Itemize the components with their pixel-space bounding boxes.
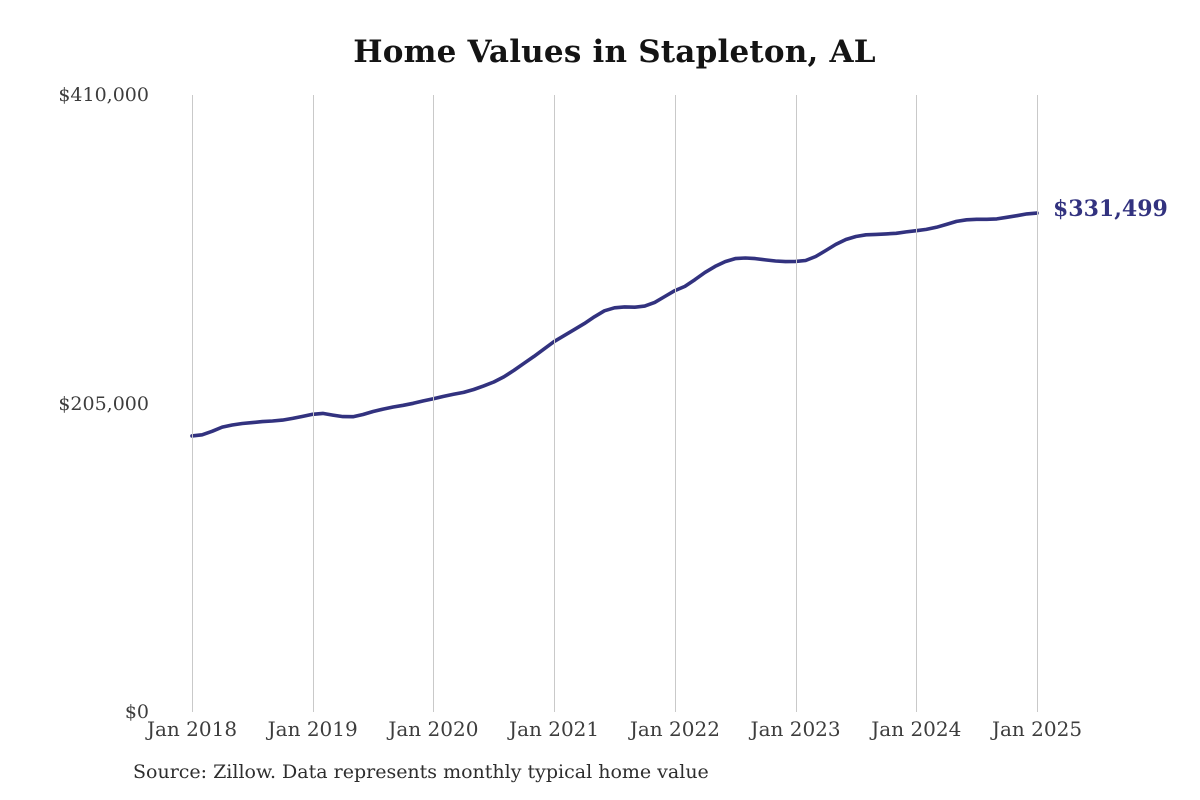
gridline-jan-2018 xyxy=(192,95,193,712)
x-tick-label-jan-2020: Jan 2020 xyxy=(388,717,479,741)
gridline-jan-2025 xyxy=(1037,95,1038,712)
gridline-jan-2023 xyxy=(795,95,797,712)
x-tick-label-jan-2024: Jan 2024 xyxy=(871,717,962,741)
y-tick-label-2: $410,000 xyxy=(58,84,149,106)
x-tick-label-jan-2025: Jan 2025 xyxy=(991,717,1083,741)
x-tick-label-jan-2021: Jan 2021 xyxy=(509,717,600,741)
x-tick-label-jan-2019: Jan 2019 xyxy=(267,717,358,741)
trend-line-svg xyxy=(190,211,1039,438)
y-tick-label-1: $205,000 xyxy=(58,392,149,415)
gridline-jan-2024 xyxy=(916,95,918,712)
x-tick-label-jan-2022: Jan 2022 xyxy=(629,717,720,741)
gridline-jan-2020 xyxy=(433,95,435,712)
end-value-label: $331,499 xyxy=(1053,196,1168,222)
y-tick-label-0: $0 xyxy=(124,701,149,723)
x-tick-label-jan-2018: Jan 2018 xyxy=(146,717,238,741)
gridline-jan-2019 xyxy=(312,95,314,712)
plot-area: Jan 2018 Jan 2019 Jan 2020 Jan 2021 Jan 2022… xyxy=(147,95,1082,741)
gridline-jan-2021 xyxy=(554,95,556,712)
gridline-jan-2022 xyxy=(674,95,676,712)
source-note: Source: Zillow. Data represents monthly … xyxy=(133,761,709,783)
trend-line xyxy=(190,211,1039,438)
x-tick-label-jan-2023: Jan 2023 xyxy=(750,717,841,741)
chart-title: Home Values in Stapleton, AL xyxy=(353,34,876,70)
